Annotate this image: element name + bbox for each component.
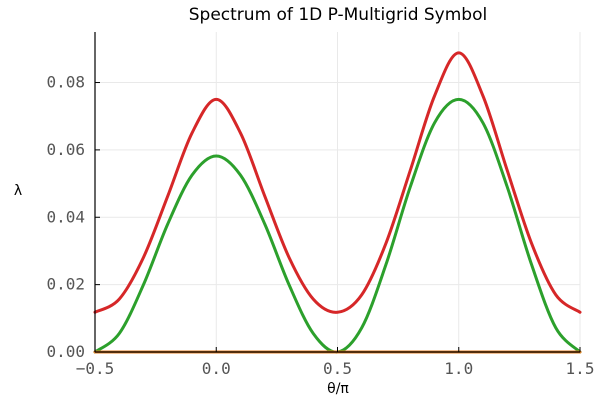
chart-title: Spectrum of 1D P-Multigrid Symbol [189,5,487,25]
y-tick-label-4: 0.08 [46,73,85,92]
x-tick-label-3: 1.0 [444,359,473,378]
x-tick-label-4: 1.5 [566,359,595,378]
y-tick-label-0: 0.00 [46,342,85,361]
x-tick-label-2: 0.5 [323,359,352,378]
x-tick-label-0: −0.5 [76,359,115,378]
ticks: −0.5 0.0 0.5 1.0 1.5 0.00 0.02 0.04 0.06 0.08 [46,73,594,378]
y-tick-label-1: 0.02 [46,275,85,294]
series-line-1 [93,51,582,314]
series-line-2 [93,97,582,354]
x-axis-label: θ/π [327,381,349,397]
y-tick-label-2: 0.04 [46,207,85,226]
y-axis-label: λ [14,183,22,199]
y-tick-label-3: 0.06 [46,140,85,159]
x-tick-label-1: 0.0 [202,359,231,378]
